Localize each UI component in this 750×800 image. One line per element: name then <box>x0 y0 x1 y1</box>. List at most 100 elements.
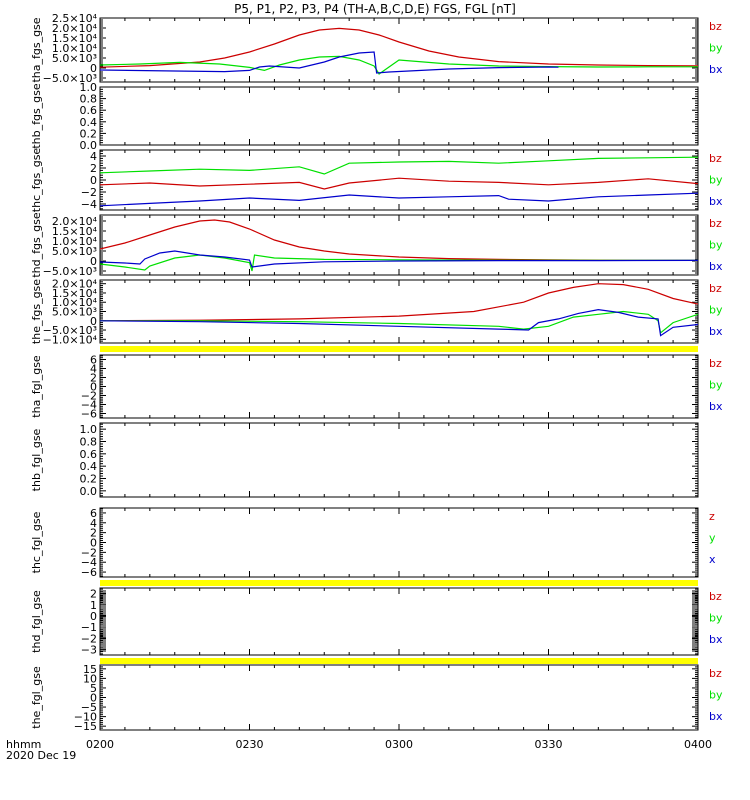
legend-bz: bz <box>709 667 722 680</box>
yellow-bar-0 <box>100 346 698 352</box>
y-tick-label: 5 <box>90 682 97 695</box>
y-axis-label: thb_fgs_gse <box>30 83 43 149</box>
y-tick-label: 0 <box>90 381 97 394</box>
y-tick-label: −10 <box>74 711 97 724</box>
legend-by: by <box>709 379 723 392</box>
panel-the_fgs_gse: 2.0×10⁴1.5×10⁴1.0×10⁴5.0×10³0−5.0×10³−1.… <box>30 278 723 347</box>
y-tick-label: 6 <box>90 507 97 520</box>
y-tick-label: 0.2 <box>80 127 98 140</box>
y-tick-label: 2 <box>90 527 97 540</box>
legend-bz: bz <box>709 282 722 295</box>
y-tick-label: 4 <box>90 150 97 163</box>
y-tick-label: 5.0×10³ <box>52 245 97 258</box>
legend-bx: bx <box>709 710 723 723</box>
y-tick-label: 0 <box>90 62 97 75</box>
y-tick-label: 10 <box>83 672 97 685</box>
y-tick-label: 1.5×10⁴ <box>52 32 98 45</box>
y-tick-label: −4 <box>81 399 97 412</box>
y-tick-label: 2.0×10⁴ <box>52 215 98 228</box>
y-tick-label: −4 <box>81 556 97 569</box>
y-tick-label: 1.5×10⁴ <box>52 287 98 300</box>
legend-by: by <box>709 239 723 252</box>
y-tick-label: 0.0 <box>80 485 98 498</box>
y-tick-label: 5.0×10³ <box>52 306 97 319</box>
series-by <box>100 55 698 75</box>
y-tick-label: 0 <box>90 255 97 268</box>
panel-frame <box>99 507 699 578</box>
y-axis-label: the_fgs_gse <box>30 279 43 344</box>
series-bz <box>100 177 698 190</box>
legend-bx: bx <box>709 195 723 208</box>
y-tick-label: 2.0×10⁴ <box>52 278 98 291</box>
panel-frame <box>99 587 699 656</box>
y-tick-label: 2 <box>90 372 97 385</box>
y-tick-label: −5.0×10³ <box>43 324 97 337</box>
y-axis-label: thd_fgs_gse <box>30 212 43 278</box>
panel-frame <box>99 422 699 498</box>
time-tick-label: 0300 <box>385 738 413 751</box>
legend-by: by <box>709 304 723 317</box>
time-tick-label: 0200 <box>86 738 114 751</box>
y-tick-label: −2 <box>81 632 97 645</box>
y-tick-label: 0 <box>90 692 97 705</box>
y-tick-label: 0 <box>90 315 97 328</box>
panel-thd_fgl_gse: 210−1−2−3 thd_fgl_gse bz by bx <box>30 587 723 656</box>
y-tick-label: 0 <box>90 537 97 550</box>
panel-frame <box>99 354 699 419</box>
time-tick-label: 0230 <box>236 738 264 751</box>
panel-thd_fgs_gse: 2.0×10⁴1.5×10⁴1.0×10⁴5.0×10³0−5.0×10³thd… <box>30 212 723 278</box>
y-axis-label: thc_fgs_gse <box>30 148 43 213</box>
y-tick-label: 1.0 <box>80 81 98 94</box>
y-tick-label: −15 <box>74 720 97 733</box>
series-bx <box>100 308 698 337</box>
series-bx <box>100 250 698 268</box>
y-tick-label: 0.8 <box>80 93 98 106</box>
y-tick-label: 6 <box>90 354 97 367</box>
legend-by: by <box>709 689 723 702</box>
legend-by: by <box>709 174 723 187</box>
yellow-bar-1 <box>100 580 698 586</box>
y-tick-label: −5 <box>81 701 97 714</box>
y-tick-label: 1.0×10⁴ <box>52 42 98 55</box>
y-tick-label: −1.0×10⁴ <box>43 333 98 346</box>
legend-bz: bz <box>709 152 722 165</box>
y-tick-label: 0 <box>90 610 97 623</box>
legend-bx: bx <box>709 325 723 338</box>
y-tick-label: 0.6 <box>80 448 98 461</box>
y-tick-label: −6 <box>81 408 97 421</box>
legend-by: by <box>709 42 723 55</box>
y-tick-label: 0 <box>90 174 97 187</box>
y-tick-label: 2.5×10⁴ <box>52 12 98 25</box>
y-tick-label: −2 <box>81 186 97 199</box>
y-tick-label: 4 <box>90 517 97 530</box>
date-label: 2020 Dec 19 <box>6 749 76 762</box>
series-bz <box>100 219 698 261</box>
y-tick-label: −5.0×10³ <box>43 72 97 85</box>
legend-bz: bz <box>709 357 722 370</box>
y-tick-label: −2 <box>81 390 97 403</box>
y-tick-label: 0.0 <box>80 139 98 152</box>
y-tick-label: 0.4 <box>80 460 98 473</box>
y-tick-label: 0.6 <box>80 104 98 117</box>
legend-bx: bx <box>709 260 723 273</box>
y-tick-label: 5.0×10³ <box>52 52 97 65</box>
y-tick-label: 1.5×10⁴ <box>52 225 98 238</box>
legend-by: by <box>709 612 723 625</box>
y-tick-label: −2 <box>81 546 97 559</box>
series-by <box>100 156 698 175</box>
panel-frame <box>99 17 699 83</box>
panel-thb_fgs_gse: 1.00.80.60.40.20.0 thb_fgs_gse <box>30 81 699 152</box>
y-tick-label: 1.0×10⁴ <box>52 235 98 248</box>
panel-thb_fgl_gse: 1.00.80.60.40.20.0 thb_fgl_gse <box>30 422 699 498</box>
yellow-bar-2 <box>100 658 698 664</box>
y-tick-label: 0.4 <box>80 116 98 129</box>
panel-frame <box>99 86 699 146</box>
legend-y: y <box>709 532 716 545</box>
legend-bx: bx <box>709 400 723 413</box>
y-tick-label: 2.0×10⁴ <box>52 22 98 35</box>
y-axis-label: the_fgl_gse <box>30 666 43 729</box>
panel-thc_fgs_gse: 420−2−4 thc_fgs_gse bz by bx <box>30 148 723 213</box>
series-bz <box>100 283 698 322</box>
